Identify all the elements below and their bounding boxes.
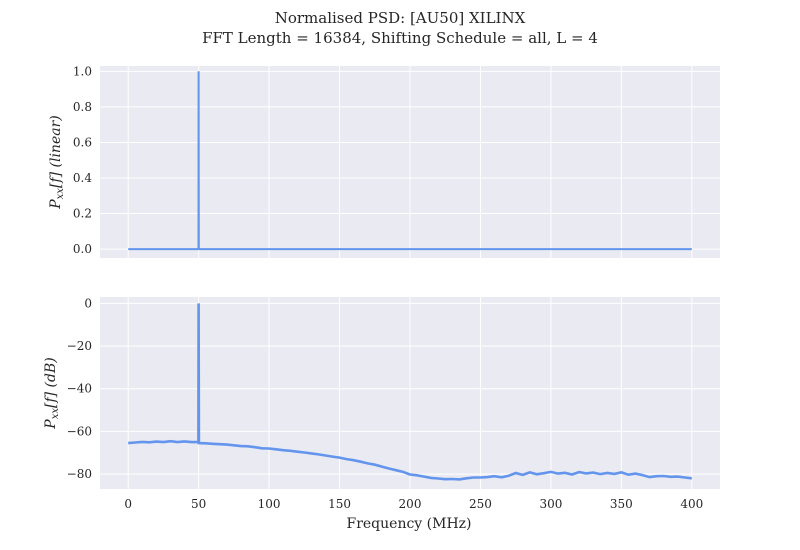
chart-title: Normalised PSD: [AU50] XILINX [275,9,526,27]
top-psd-line [128,71,692,251]
bottom-x-tick-label: 150 [328,497,351,511]
bottom-x-tick-label: 50 [191,497,206,511]
db-psd-panel: 0 −20 −40 −60 −80 0 50 100 150 200 250 300 350 400 [67,296,720,511]
bottom-y-axis-label: Pxx[f] (dB) [43,357,61,429]
top-y-axis-label: Pxx[f] (linear) [48,115,66,209]
bottom-y-tick-label: −80 [67,467,92,481]
bottom-x-tick-label: 0 [124,497,132,511]
bottom-x-tick-label: 400 [680,497,703,511]
linear-psd-panel: 0.0 0.2 0.4 0.6 0.8 1.0 [73,64,720,258]
bottom-x-tick-label: 300 [539,497,562,511]
top-y-tick-label: 0.6 [73,135,92,149]
top-y-tick-label: 1.0 [73,64,92,78]
bottom-y-tick-label: −40 [67,382,92,396]
top-y-tick-label: 0.4 [73,171,92,185]
bottom-psd-line [128,303,692,481]
chart-subtitle: FFT Length = 16384, Shifting Schedule = … [202,29,598,47]
bottom-y-tick-label: −20 [67,339,92,353]
bottom-y-tick-label: 0 [84,296,92,310]
top-y-tick-label: 0.8 [73,100,92,114]
bottom-x-tick-label: 250 [469,497,492,511]
top-y-tick-label: 0.2 [73,207,92,221]
bottom-x-tick-label: 200 [399,497,422,511]
bottom-x-tick-label: 350 [610,497,633,511]
top-y-tick-label: 0.0 [73,242,92,256]
bottom-x-tick-label: 100 [258,497,281,511]
x-axis-label: Frequency (MHz) [346,516,471,532]
bottom-y-tick-label: −60 [67,424,92,438]
